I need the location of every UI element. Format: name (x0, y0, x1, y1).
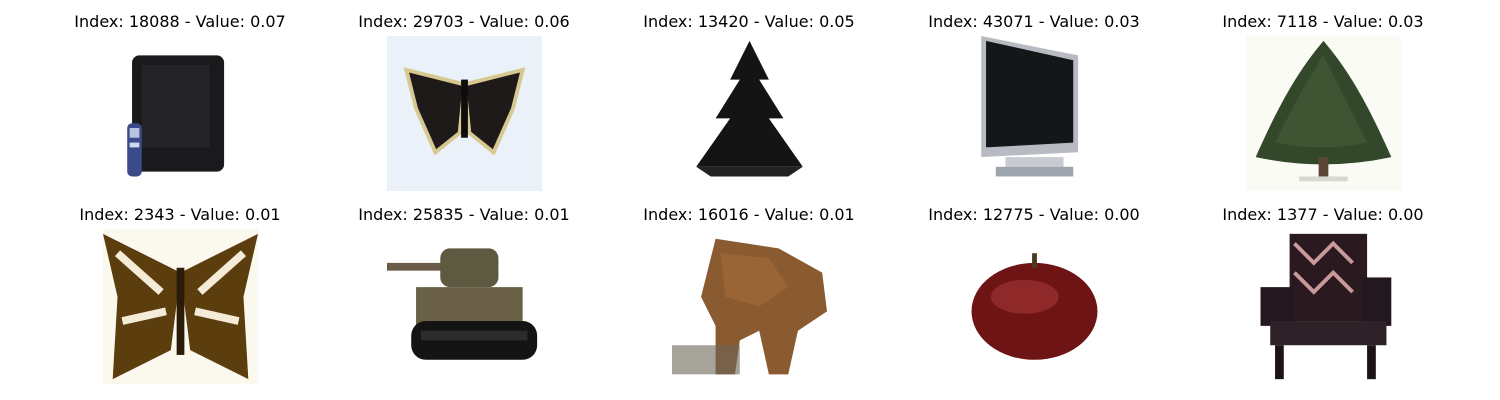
grid-cell: Index: 7118 - Value: 0.03 (1193, 12, 1453, 192)
grid-cell: Index: 1377 - Value: 0.00 (1193, 205, 1453, 385)
cell-title: Index: 7118 - Value: 0.03 (1222, 12, 1424, 31)
cell-title: Index: 18088 - Value: 0.07 (74, 12, 286, 31)
thumbnail-image (672, 229, 827, 384)
thumbnail-image (1246, 229, 1401, 384)
grid-cell: Index: 29703 - Value: 0.06 (334, 12, 594, 192)
cell-title: Index: 2343 - Value: 0.01 (79, 205, 281, 224)
tank-image (387, 229, 542, 384)
grid-cell: Index: 2343 - Value: 0.01 (50, 205, 310, 385)
brown-butterfly-image (103, 229, 258, 384)
dark-pine-tree-image (672, 36, 827, 191)
thumbnail-image (103, 229, 258, 384)
red-apple-image (957, 229, 1112, 384)
grid-cell: Index: 43071 - Value: 0.03 (904, 12, 1164, 192)
cell-title: Index: 1377 - Value: 0.00 (1222, 205, 1424, 224)
thumbnail-image (103, 36, 258, 191)
cell-title: Index: 29703 - Value: 0.06 (358, 12, 570, 31)
grid-cell: Index: 25835 - Value: 0.01 (334, 205, 594, 385)
crt-television-with-remote-image (103, 36, 258, 191)
cell-title: Index: 25835 - Value: 0.01 (358, 205, 570, 224)
cell-title: Index: 16016 - Value: 0.01 (643, 205, 855, 224)
green-pine-tree-image (1246, 36, 1401, 191)
flat-screen-television-image (957, 36, 1112, 191)
thumbnail-image (957, 36, 1112, 191)
dark-butterfly-image (387, 36, 542, 191)
thumbnail-image (1246, 36, 1401, 191)
thumbnail-image (387, 36, 542, 191)
cell-title: Index: 13420 - Value: 0.05 (643, 12, 855, 31)
thumbnail-image (672, 36, 827, 191)
thumbnail-image (387, 229, 542, 384)
cell-title: Index: 12775 - Value: 0.00 (928, 205, 1140, 224)
armchair-image (1246, 229, 1401, 384)
grid-cell: Index: 13420 - Value: 0.05 (619, 12, 879, 192)
grid-cell: Index: 12775 - Value: 0.00 (904, 205, 1164, 385)
grid-cell: Index: 18088 - Value: 0.07 (50, 12, 310, 192)
thumbnail-image (957, 229, 1112, 384)
cell-title: Index: 43071 - Value: 0.03 (928, 12, 1140, 31)
grid-cell: Index: 16016 - Value: 0.01 (619, 205, 879, 385)
bear-image (672, 229, 827, 384)
